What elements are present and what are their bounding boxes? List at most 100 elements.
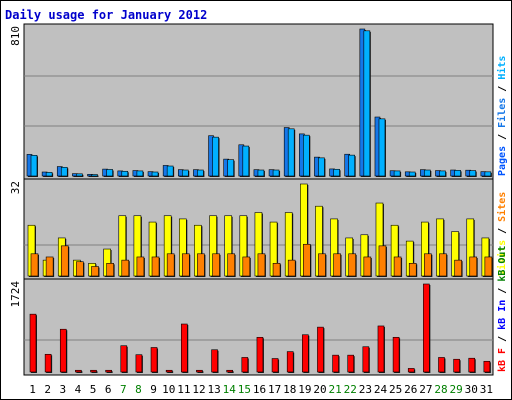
sites-bar: [454, 259, 462, 277]
hits-bar: [212, 136, 219, 177]
x-tick-label: 4: [75, 383, 82, 396]
legend-entry: kB Out: [497, 246, 508, 282]
kb-f-bar: [105, 369, 112, 373]
x-tick-label: 20: [313, 383, 326, 396]
hits-bar: [197, 169, 204, 177]
hits-bar: [45, 172, 53, 177]
x-tick-label: 15: [238, 383, 251, 396]
kb-f-bar: [211, 349, 218, 373]
panel-visits-sites-ytick-max: 32: [9, 181, 22, 194]
sites-bar: [242, 256, 251, 277]
sites-bar: [60, 245, 69, 277]
hits-bar: [151, 171, 159, 177]
hits-bar: [469, 170, 477, 177]
x-tick-label: 31: [480, 383, 493, 396]
kb-f-bar: [483, 360, 491, 373]
hits-bar: [424, 169, 431, 177]
hits-bar: [393, 170, 401, 177]
hits-bar: [257, 169, 265, 177]
x-tick-label: 23: [359, 383, 372, 396]
hits-bar: [227, 159, 234, 177]
sites-bar: [393, 256, 402, 277]
legend-separator: /: [497, 222, 508, 240]
kb-f-bar: [150, 347, 158, 373]
x-tick-label: 24: [374, 383, 388, 396]
x-tick-label: 27: [419, 383, 432, 396]
sites-bar: [227, 253, 235, 277]
hits-bar: [484, 171, 492, 177]
x-tick-label: 17: [268, 383, 281, 396]
panel-pages-files-hits-ytick-max: 810: [9, 26, 22, 46]
kb-f-bar: [392, 336, 400, 373]
hits-bar: [303, 134, 310, 177]
x-tick-label: 21: [329, 383, 342, 396]
hits-bar: [408, 171, 416, 177]
sites-bar: [348, 253, 357, 277]
sites-bar: [197, 253, 205, 277]
panel-visits-sites-legend-text: Visits / Sites: [496, 192, 508, 276]
sites-bar: [181, 253, 190, 277]
x-tick-label: 13: [207, 383, 220, 396]
x-tick-label: 8: [135, 383, 142, 396]
panel-visits-sites-legend: Visits / Sites: [496, 192, 508, 276]
sites-bar: [212, 253, 220, 277]
legend-entry: kB F: [497, 348, 508, 372]
kb-f-bar: [44, 353, 52, 373]
hits-bar: [242, 145, 250, 177]
hits-bar: [60, 166, 68, 177]
kb-f-bar: [362, 346, 370, 373]
hits-bar: [454, 170, 461, 177]
kb-f-bar: [226, 369, 233, 373]
hits-bar: [439, 170, 446, 177]
sites-bar: [363, 256, 372, 277]
sites-bar: [303, 243, 311, 277]
sites-bar: [378, 245, 387, 277]
sites-bar: [76, 261, 84, 277]
legend-entry: kB In: [497, 300, 508, 330]
sites-bar: [333, 253, 341, 277]
x-tick-label: 26: [404, 383, 417, 396]
hits-bar: [106, 169, 113, 177]
kb-f-bar: [120, 345, 128, 373]
x-tick-label: 16: [253, 383, 266, 396]
hits-bar: [348, 154, 356, 177]
kb-f-bar: [271, 358, 279, 373]
x-tick-label: 1: [29, 383, 36, 396]
legend-separator: /: [497, 80, 508, 98]
hits-bar: [318, 157, 325, 177]
panel-kb-f-in-out-legend: kB F / kB In / kB Out: [497, 246, 508, 372]
sites-bar: [136, 256, 145, 277]
x-tick-label: 18: [283, 383, 296, 396]
kb-f-bar: [256, 336, 264, 373]
hits-bar: [272, 169, 280, 177]
x-tick-label: 11: [177, 383, 190, 396]
sites-bar: [45, 256, 54, 277]
x-tick-label: 10: [162, 383, 175, 396]
kb-f-bar: [196, 369, 203, 373]
panel-pages-files-hits-background: [23, 23, 494, 180]
kb-f-bar: [286, 351, 294, 373]
sites-bar: [439, 253, 447, 277]
legend-entry: Files: [496, 98, 508, 128]
hits-bar: [363, 30, 371, 177]
x-tick-label: 7: [120, 383, 127, 396]
sites-bar: [106, 263, 114, 277]
hits-bar: [378, 118, 386, 177]
kb-f-bar: [438, 357, 445, 373]
x-tick-label: 5: [90, 383, 97, 396]
hits-bar: [30, 155, 38, 177]
sites-bar: [257, 253, 266, 277]
kb-f-bar: [332, 354, 339, 373]
kb-f-bar: [135, 354, 143, 373]
x-tick-label: 29: [450, 383, 463, 396]
kb-f-bar: [468, 357, 476, 373]
hits-bar: [333, 168, 340, 177]
legend-separator: /: [497, 282, 508, 300]
x-tick-label: 3: [60, 383, 67, 396]
kb-f-bar: [165, 369, 173, 373]
x-tick-label: 30: [465, 383, 478, 396]
kb-f-bar: [302, 334, 309, 373]
kb-f-bar: [180, 323, 188, 373]
